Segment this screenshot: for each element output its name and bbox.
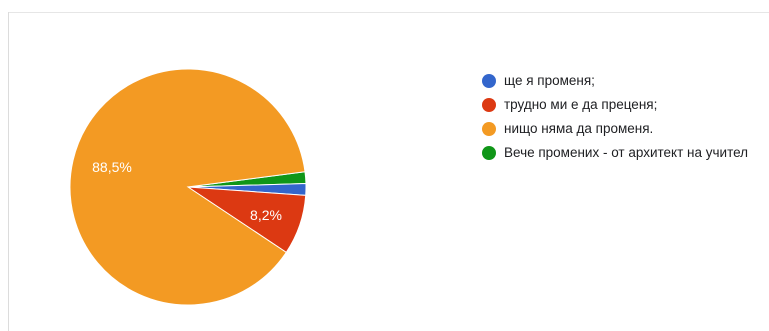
legend-swatch-icon xyxy=(482,74,496,88)
legend-swatch-icon xyxy=(482,146,496,160)
slice-trudno-label: 8,2% xyxy=(250,207,282,223)
pie-chart: 8,2% 88,5% xyxy=(69,68,307,306)
legend-item: Вече промених - от архитект на учител xyxy=(482,144,752,161)
legend-item: нищо няма да променя. xyxy=(482,120,752,137)
legend-swatch-icon xyxy=(482,98,496,112)
panel-top-border xyxy=(8,12,769,13)
legend-label: Вече промених - от архитект на учител xyxy=(504,145,749,160)
legend-label: ще я променя; xyxy=(504,73,595,88)
legend-item: трудно ми е да преценя; xyxy=(482,96,752,113)
panel-left-border xyxy=(8,12,9,331)
legend-item: ще я променя; xyxy=(482,72,752,89)
chart-legend: ще я променя; трудно ми е да преценя; нищо… xyxy=(482,72,752,168)
slice-nishto xyxy=(69,68,306,306)
legend-label: нищо няма да променя. xyxy=(504,121,654,136)
legend-label: трудно ми е да преценя; xyxy=(504,97,658,112)
legend-swatch-icon xyxy=(482,122,496,136)
slice-nishto-label: 88,5% xyxy=(92,159,132,175)
